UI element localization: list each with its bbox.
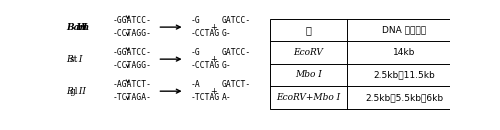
Bar <box>270 19 462 109</box>
Text: gl: gl <box>70 87 78 96</box>
Text: 醂: 醂 <box>306 25 312 35</box>
Text: -GGATCC-: -GGATCC- <box>113 16 152 25</box>
Text: -CCTAGG-: -CCTAGG- <box>113 29 152 38</box>
Text: -GGATCC-: -GGATCC- <box>113 48 152 57</box>
Text: 2.5kb、5.5kb、6kb: 2.5kb、5.5kb、6kb <box>366 93 444 102</box>
Text: -G: -G <box>190 16 200 25</box>
Text: G-: G- <box>222 29 231 38</box>
Text: +: + <box>210 55 217 64</box>
Text: -AGATCT-: -AGATCT- <box>113 80 152 89</box>
Text: B: B <box>66 87 73 96</box>
Text: -TCTAGA-: -TCTAGA- <box>113 93 152 102</box>
Text: -TCTAG: -TCTAG <box>190 93 220 102</box>
Text: G-: G- <box>222 61 231 70</box>
Text: H: H <box>76 23 85 32</box>
Text: -CCTAGG-: -CCTAGG- <box>113 61 152 70</box>
Text: I: I <box>76 55 82 64</box>
Text: GATCC-: GATCC- <box>222 48 250 57</box>
Text: +: + <box>210 87 217 96</box>
Text: II: II <box>76 87 86 96</box>
Text: 14kb: 14kb <box>394 48 415 57</box>
Text: st: st <box>70 55 78 64</box>
Text: DNA 片段长度: DNA 片段长度 <box>382 25 426 34</box>
Text: I: I <box>80 23 87 32</box>
Text: -CCTAG: -CCTAG <box>190 61 220 70</box>
Text: GATCC-: GATCC- <box>222 16 250 25</box>
Text: EcoRV: EcoRV <box>294 48 324 57</box>
Text: -CCTAG: -CCTAG <box>190 29 220 38</box>
Text: -G: -G <box>190 48 200 57</box>
Text: 2.5kb、11.5kb: 2.5kb、11.5kb <box>374 70 436 79</box>
Text: +: + <box>210 23 217 32</box>
Text: B: B <box>66 55 73 64</box>
Text: Bam: Bam <box>66 23 90 32</box>
Text: A-: A- <box>222 93 231 102</box>
Text: EcoRV+Mbo I: EcoRV+Mbo I <box>276 93 340 102</box>
Text: -A: -A <box>190 80 200 89</box>
Text: GATCT-: GATCT- <box>222 80 250 89</box>
Text: Mbo I: Mbo I <box>295 70 322 79</box>
